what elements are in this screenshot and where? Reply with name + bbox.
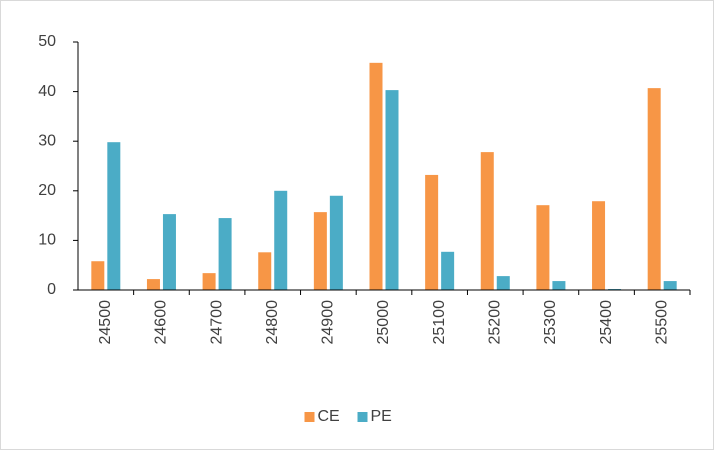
y-tick-label: 20: [38, 182, 56, 199]
bar: [441, 251, 455, 290]
bar: [663, 281, 677, 290]
x-tick-label: 25100: [431, 300, 448, 345]
x-tick-label: 24600: [153, 300, 170, 345]
bar: [552, 281, 566, 290]
bar: [202, 273, 216, 290]
legend-label: PE: [371, 408, 392, 425]
y-tick-label: 30: [38, 132, 56, 149]
x-tick-label: 24700: [208, 300, 225, 345]
x-tick-label: 24800: [264, 300, 281, 345]
bar: [425, 174, 439, 290]
bar: [592, 201, 606, 290]
bar: [91, 261, 105, 290]
bar: [496, 276, 510, 290]
bar: [480, 152, 494, 290]
bar: [313, 212, 327, 290]
legend-swatch: [304, 412, 315, 422]
y-tick-label: 0: [47, 281, 56, 298]
x-tick-label: 25200: [486, 300, 503, 345]
x-tick-label: 24900: [320, 300, 337, 345]
bar: [369, 62, 383, 290]
bar: [146, 279, 160, 290]
x-tick-label: 25300: [542, 300, 559, 345]
x-tick-label: 25000: [375, 300, 392, 345]
x-tick-label: 25500: [653, 300, 670, 345]
bar: [107, 142, 121, 290]
y-tick-label: 40: [38, 83, 56, 100]
bar: [385, 90, 399, 290]
x-tick-label: 25400: [598, 300, 615, 345]
x-tick-label: 24500: [97, 300, 114, 345]
bar: [329, 195, 343, 290]
bar: [536, 205, 550, 290]
legend-swatch: [357, 412, 368, 422]
bar: [218, 218, 232, 290]
y-tick-label: 50: [38, 33, 56, 50]
legend-label: CE: [318, 408, 340, 425]
bar: [647, 88, 661, 291]
y-tick-label: 10: [38, 232, 56, 249]
bar: [258, 252, 272, 290]
bar: [162, 214, 176, 290]
bar: [274, 190, 288, 290]
